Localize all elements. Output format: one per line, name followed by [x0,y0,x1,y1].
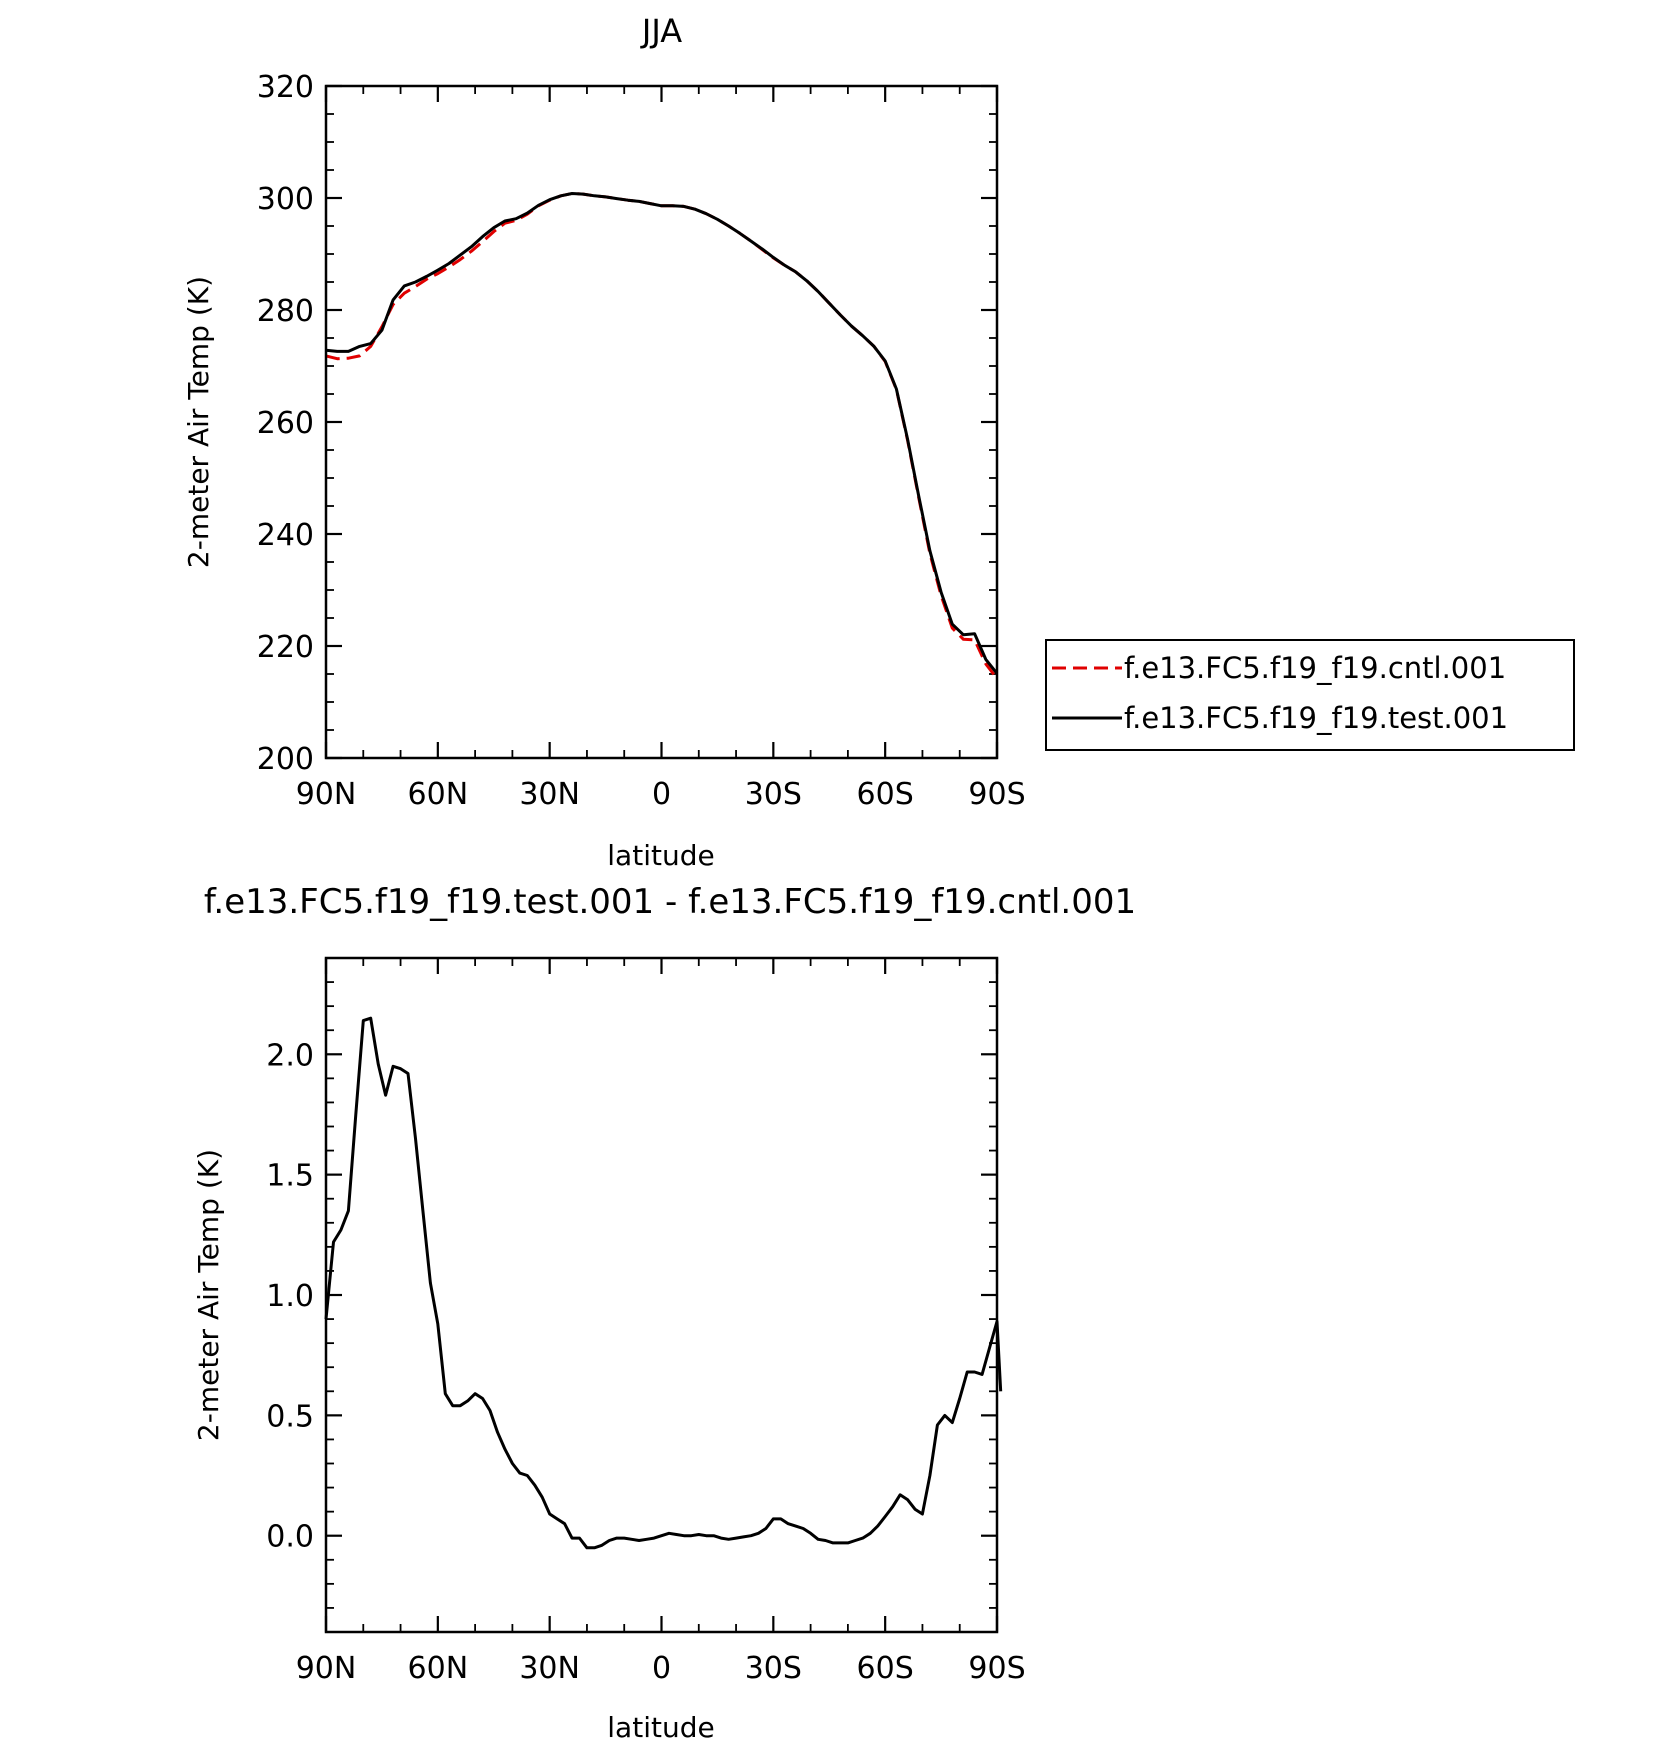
bottom-y-tick-label: 0.5 [266,1399,314,1434]
top-y-tick-label: 280 [257,294,314,329]
top-x-tick-label: 30N [519,777,580,812]
legend-box [1045,639,1575,751]
top-series-group [325,192,999,680]
top-x-tick-label: 60N [408,777,469,812]
bottom-series-group [324,1016,1003,1550]
bottom-x-axis-label: latitude [607,1711,714,1744]
bottom-x-tick-label: 30S [745,1651,802,1686]
bottom-y-axis-label: 2-meter Air Temp (K) [192,1149,225,1441]
bottom-x-tick-labels: 90N 60N 30N 0 30S 60S 90S [296,1651,1026,1686]
top-ticks [324,84,999,760]
top-y-tick-labels: 200 220 240 260 280 300 320 [257,70,314,777]
bottom-y-tick-labels: 0.0 0.5 1.0 1.5 2.0 [266,1038,314,1554]
legend: f.e13.FC5.f19_f19.cntl.001 f.e13.FC5.f19… [1045,639,1575,751]
bottom-plot-frame [324,956,999,1634]
top-x-tick-label: 60S [857,777,914,812]
bottom-y-tick-label: 2.0 [266,1038,314,1073]
temperature-panel: JJA 200 220 240 260 280 300 320 90N 60N 30N 0 30S 6… [182,12,1575,872]
top-x-tick-label: 90N [296,777,357,812]
top-y-axis-label: 2-meter Air Temp (K) [182,276,215,568]
bottom-x-tick-label: 60S [857,1651,914,1686]
difference-panel: f.e13.FC5.f19_f19.test.001 - f.e13.FC5.f… [192,882,1136,1744]
top-plot-frame [324,84,999,760]
top-y-tick-label: 300 [257,182,314,217]
bottom-x-tick-label: 90S [968,1651,1025,1686]
bottom-chart-title: f.e13.FC5.f19_f19.test.001 - f.e13.FC5.f… [204,882,1136,922]
top-series-line-1 [325,192,999,675]
bottom-series-line-0 [324,1016,1003,1550]
top-x-tick-label: 0 [652,777,671,812]
top-y-tick-label: 240 [257,518,314,553]
top-y-tick-label: 200 [257,742,314,777]
legend-label-cntl: f.e13.FC5.f19_f19.cntl.001 [1124,651,1506,685]
bottom-ticks [324,957,999,1633]
top-series-line-0 [325,192,999,680]
top-x-tick-label: 90S [968,777,1025,812]
top-y-tick-label: 320 [257,70,314,105]
top-y-tick-label: 220 [257,630,314,665]
bottom-y-tick-label: 1.0 [266,1279,314,1314]
bottom-x-tick-label: 0 [652,1651,671,1686]
top-x-tick-labels: 90N 60N 30N 0 30S 60S 90S [296,777,1026,812]
top-x-axis-label: latitude [607,839,714,872]
bottom-x-tick-label: 60N [408,1651,469,1686]
top-y-tick-label: 260 [257,406,314,441]
top-chart-title: JJA [640,12,682,50]
legend-label-test: f.e13.FC5.f19_f19.test.001 [1124,701,1508,735]
bottom-y-tick-label: 0.0 [266,1520,314,1555]
top-x-tick-label: 30S [745,777,802,812]
bottom-y-tick-label: 1.5 [266,1159,314,1194]
bottom-x-tick-label: 90N [296,1651,357,1686]
bottom-x-tick-label: 30N [519,1651,580,1686]
